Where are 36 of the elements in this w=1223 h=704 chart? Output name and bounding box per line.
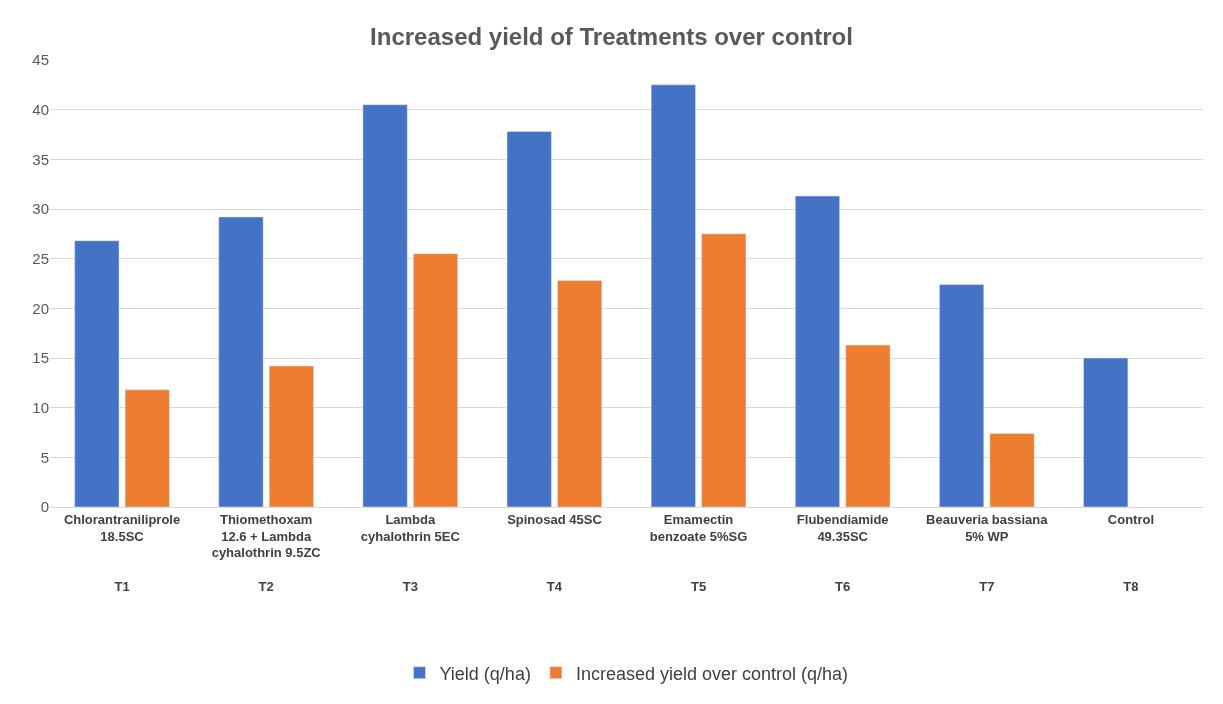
bar <box>939 284 985 507</box>
bar <box>74 240 120 507</box>
y-tick-label: 35 <box>32 150 49 168</box>
legend-label: Increased yield over control (q/ha) <box>575 663 849 684</box>
bar <box>218 216 264 507</box>
bar <box>989 433 1035 507</box>
category-label: Flubendiamide 49.35SC T6 <box>796 511 889 595</box>
bar <box>506 131 552 507</box>
chart-title: Increased yield of Treatments over control <box>370 22 853 50</box>
y-tick-label: 10 <box>32 398 49 416</box>
bar <box>1083 357 1129 507</box>
legend-label: Yield (q/ha) <box>439 663 531 684</box>
bar <box>701 233 747 507</box>
y-tick-label: 15 <box>32 349 49 367</box>
y-tick-label: 25 <box>32 249 49 267</box>
y-tick-label: 20 <box>32 299 49 317</box>
bar <box>362 104 408 507</box>
bar <box>795 195 840 507</box>
category-label: Beauveria bassiana 5% WP T7 <box>926 511 1048 595</box>
category-label: Control T8 <box>1107 511 1155 595</box>
y-tick-label: 30 <box>32 200 49 218</box>
category-label: Lambda cyhalothrin 5EC T3 <box>360 511 460 595</box>
bar <box>845 344 891 507</box>
bar <box>124 389 170 507</box>
category-label: Emamectin benzoate 5%SG T5 <box>649 511 748 595</box>
category-label: Chlorantraniliprole 18.5SC T1 <box>63 511 181 595</box>
y-tick-label: 40 <box>32 100 49 118</box>
y-tick-label: 5 <box>40 448 49 466</box>
bar <box>650 84 696 507</box>
category-label: Spinosad 45SC T4 <box>507 511 602 595</box>
y-tick-label: 0 <box>40 498 49 516</box>
bar <box>557 280 603 507</box>
bar <box>268 365 314 507</box>
category-label: Thiomethoxam 12.6 + Lambda cyhalothrin 9.5ZC T2 <box>211 511 321 595</box>
y-tick-label: 45 <box>32 51 49 69</box>
bar <box>413 253 458 507</box>
